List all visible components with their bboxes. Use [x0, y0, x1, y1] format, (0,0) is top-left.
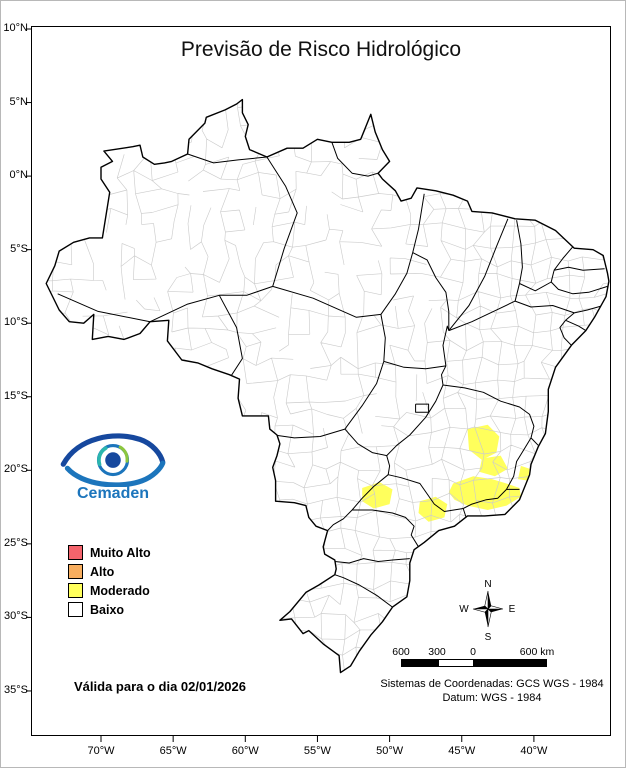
- lon-tick-label: 45°W: [448, 745, 476, 757]
- lat-tick-label: 35°S: [4, 683, 28, 696]
- lat-tick-label: 25°S: [4, 536, 28, 549]
- lat-tick-label: 30°S: [4, 610, 28, 623]
- compass-e-label: E: [509, 604, 516, 615]
- legend: Muito Alto Alto Moderado Baixo: [68, 545, 151, 621]
- legend-item-moderado: Moderado: [68, 583, 151, 598]
- compass-s-label: S: [485, 632, 492, 643]
- legend-label: Alto: [90, 564, 115, 579]
- legend-swatch-muito-alto: [68, 545, 83, 560]
- legend-item-baixo: Baixo: [68, 602, 151, 617]
- legend-swatch-moderado: [68, 583, 83, 598]
- legend-label: Muito Alto: [90, 545, 151, 560]
- lon-tick-label: 55°W: [303, 745, 331, 757]
- lon-tick-label: 60°W: [231, 745, 259, 757]
- scale-label-300: 300: [428, 646, 446, 658]
- legend-label: Baixo: [90, 602, 125, 617]
- lon-tick-label: 40°W: [520, 745, 548, 757]
- scale-label-0: 0: [470, 646, 476, 658]
- compass-w-label: W: [459, 604, 469, 615]
- compass-rose-icon: N W E S: [459, 579, 516, 643]
- scale-label-600-km: 600 km: [519, 646, 555, 658]
- lon-tick-label: 70°W: [87, 745, 115, 757]
- validity-date-text: Válida para o dia 02/01/2026: [74, 679, 246, 694]
- scale-label-600-left: 600: [392, 646, 410, 658]
- lon-tick-label: 65°W: [159, 745, 187, 757]
- compass-n-label: N: [484, 579, 491, 590]
- map-frame: [31, 26, 611, 736]
- lat-tick-label: 5°S: [10, 242, 28, 255]
- lat-tick-label: 20°S: [4, 463, 28, 476]
- coordinate-system-line2: Datum: WGS - 1984: [442, 692, 542, 704]
- lat-tick-label: 10°N: [3, 22, 28, 34]
- scale-bar-segments: [401, 659, 547, 667]
- lat-tick-label: 15°S: [4, 389, 28, 402]
- legend-swatch-baixo: [68, 602, 83, 617]
- page-title: Previsão de Risco Hidrológico: [180, 38, 462, 61]
- lon-tick-label: 50°W: [376, 745, 404, 757]
- coordinate-system-note: Sistemas de Coordenadas: GCS WGS - 1984 …: [373, 677, 611, 705]
- legend-item-muito-alto: Muito Alto: [68, 545, 151, 560]
- legend-swatch-alto: [68, 564, 83, 579]
- legend-item-alto: Alto: [68, 564, 151, 579]
- coordinate-system-line1: Sistemas de Coordenadas: GCS WGS - 1984: [380, 678, 604, 690]
- scale-segment: [474, 660, 546, 666]
- scale-bar: 600 300 0 600 km: [392, 646, 555, 672]
- cemaden-wordmark: Cemaden: [76, 485, 150, 502]
- lat-tick-label: 5°N: [9, 95, 28, 108]
- lat-tick-label: 0°N: [9, 169, 28, 182]
- lat-tick-label: 10°S: [4, 316, 28, 329]
- cemaden-logo-icon: [60, 433, 166, 487]
- scale-segment: [438, 660, 474, 666]
- legend-label: Moderado: [90, 583, 150, 598]
- scale-segment: [402, 660, 438, 666]
